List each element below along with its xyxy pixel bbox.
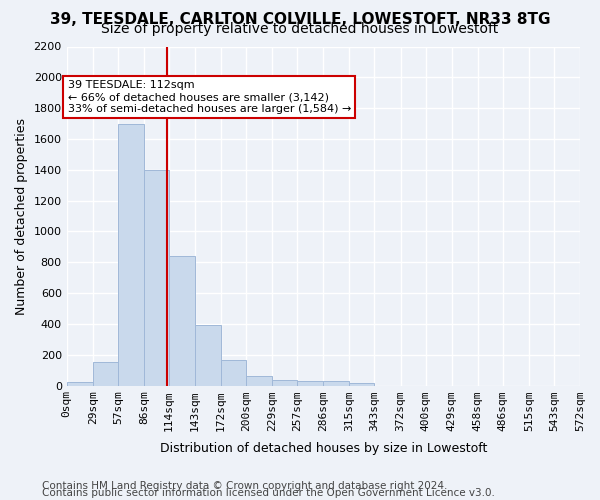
Bar [221, 360, 246, 386]
Bar [323, 381, 349, 386]
Bar [67, 382, 92, 386]
Text: Contains HM Land Registry data © Crown copyright and database right 2024.: Contains HM Land Registry data © Crown c… [42, 481, 448, 491]
Y-axis label: Number of detached properties: Number of detached properties [15, 118, 28, 314]
Bar [92, 362, 118, 386]
Text: Contains public sector information licensed under the Open Government Licence v3: Contains public sector information licen… [42, 488, 495, 498]
Bar [349, 383, 374, 386]
Text: 39 TEESDALE: 112sqm
← 66% of detached houses are smaller (3,142)
33% of semi-det: 39 TEESDALE: 112sqm ← 66% of detached ho… [68, 80, 351, 114]
Bar [118, 124, 144, 386]
Bar [169, 256, 195, 386]
Text: 39, TEESDALE, CARLTON COLVILLE, LOWESTOFT, NR33 8TG: 39, TEESDALE, CARLTON COLVILLE, LOWESTOF… [50, 12, 550, 28]
Text: Size of property relative to detached houses in Lowestoft: Size of property relative to detached ho… [101, 22, 499, 36]
Bar [195, 326, 221, 386]
X-axis label: Distribution of detached houses by size in Lowestoft: Distribution of detached houses by size … [160, 442, 487, 455]
Bar [144, 170, 169, 386]
Bar [272, 380, 298, 386]
Bar [246, 376, 272, 386]
Bar [298, 381, 323, 386]
